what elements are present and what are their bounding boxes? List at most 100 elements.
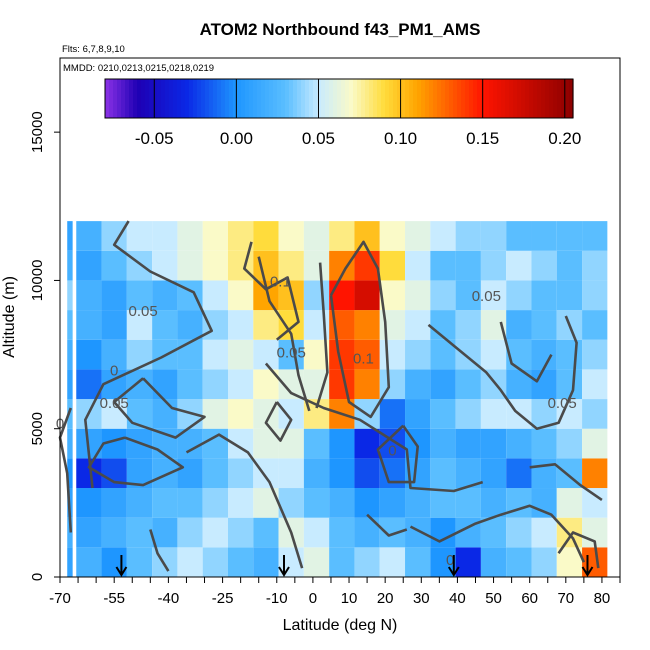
colorbar-swatch xyxy=(473,79,478,118)
colorbar-swatch xyxy=(301,79,306,118)
heat-cell xyxy=(202,517,228,548)
heat-cell xyxy=(531,517,557,548)
colorbar-swatch xyxy=(561,79,566,118)
heat-cell xyxy=(379,339,406,370)
heat-cell xyxy=(506,517,532,548)
heat-cell xyxy=(67,458,73,489)
colorbar-swatch xyxy=(429,79,434,118)
heat-cell xyxy=(354,547,380,577)
colorbar-swatch xyxy=(557,79,562,118)
colorbar-swatch xyxy=(257,79,262,118)
colorbar-swatch xyxy=(129,79,134,118)
colorbar-swatch xyxy=(457,79,462,118)
contour-line xyxy=(149,529,170,572)
colorbar-swatch xyxy=(217,79,222,118)
contour-line xyxy=(376,424,419,484)
x-tick-label: 0 xyxy=(309,590,317,607)
colorbar-swatch xyxy=(317,79,322,118)
heat-cell xyxy=(303,369,330,400)
colorbar-swatch xyxy=(109,79,114,118)
heat-cell xyxy=(228,458,254,489)
y-tick-label: 10000 xyxy=(29,260,46,302)
colorbar-swatch xyxy=(553,79,558,118)
heat-cell xyxy=(556,280,583,311)
colorbar-swatch xyxy=(149,79,154,118)
heat-cell xyxy=(177,517,203,548)
colorbar-swatch xyxy=(261,79,266,118)
colorbar-swatch xyxy=(477,79,482,118)
heat-cell xyxy=(152,488,178,518)
heat-cell xyxy=(455,250,481,281)
heat-cell xyxy=(303,458,330,489)
heat-cell xyxy=(455,310,481,340)
heat-cell xyxy=(405,547,431,577)
colorbar-swatch xyxy=(245,79,250,118)
heat-cell xyxy=(177,458,203,489)
colorbar-swatch xyxy=(325,79,330,118)
heat-cell xyxy=(303,428,330,459)
contour-line xyxy=(58,407,73,533)
heat-cell xyxy=(253,250,279,281)
heat-cell xyxy=(76,488,102,518)
heat-cell xyxy=(67,547,73,577)
heat-cell xyxy=(506,310,532,340)
x-tick-label: 70 xyxy=(557,590,574,607)
heat-cell xyxy=(329,458,355,489)
x-tick-label: -25 xyxy=(212,590,234,607)
heat-cell xyxy=(303,517,330,548)
colorbar-frame xyxy=(104,78,574,119)
heat-cell xyxy=(506,547,532,577)
heat-cell xyxy=(430,399,456,429)
contour-label: 0.05 xyxy=(472,288,501,305)
heat-cell xyxy=(126,517,153,548)
colorbar-swatch xyxy=(193,79,198,118)
heat-cell xyxy=(177,547,203,577)
contour-label: 0 xyxy=(446,552,454,569)
heat-cell xyxy=(152,310,178,340)
contour-label: 0 xyxy=(110,362,118,379)
heat-cell xyxy=(379,221,406,251)
heat-cell xyxy=(354,280,380,311)
heat-cell xyxy=(480,517,507,548)
heat-cell xyxy=(278,221,304,251)
colorbar-tick-label: -0.05 xyxy=(135,129,174,148)
colorbar-tick-label: 0.05 xyxy=(302,129,335,148)
colorbar-swatch xyxy=(521,79,526,118)
heat-cell xyxy=(126,399,153,429)
chart-title: ATOM2 Northbound f43_PM1_AMS xyxy=(200,20,481,39)
heat-cell xyxy=(152,280,178,311)
heat-cell xyxy=(455,488,481,518)
heat-cell xyxy=(76,310,102,340)
heat-cell xyxy=(253,547,279,577)
heat-cell xyxy=(152,517,178,548)
colorbar-swatch xyxy=(405,79,410,118)
colorbar-swatch xyxy=(345,79,350,118)
heat-cell xyxy=(278,339,304,370)
heat-cell xyxy=(531,458,557,489)
heat-cell xyxy=(480,428,507,459)
heat-cell xyxy=(556,517,583,548)
heat-cell xyxy=(67,428,73,459)
heat-cell xyxy=(531,428,557,459)
heat-cell xyxy=(228,280,254,311)
colorbar-swatch xyxy=(209,79,214,118)
heat-cell xyxy=(126,339,153,370)
heat-cell xyxy=(582,280,608,311)
heat-cell xyxy=(126,547,153,577)
contour-line xyxy=(329,240,391,419)
colorbar-swatch xyxy=(249,79,254,118)
heat-cell xyxy=(152,369,178,400)
heat-cell xyxy=(76,280,102,311)
heat-cell xyxy=(480,280,507,311)
heat-cell xyxy=(228,221,254,251)
colorbar-swatch xyxy=(297,79,302,118)
heat-cell xyxy=(506,221,532,251)
colorbar-swatch xyxy=(289,79,294,118)
colorbar-swatch xyxy=(361,79,366,118)
flight-marker-arrowhead xyxy=(581,566,594,577)
heat-cell xyxy=(354,221,380,251)
contour-line xyxy=(529,463,603,501)
colorbar-swatch xyxy=(133,79,138,118)
colorbar-swatch xyxy=(549,79,554,118)
heat-cell xyxy=(455,369,481,400)
